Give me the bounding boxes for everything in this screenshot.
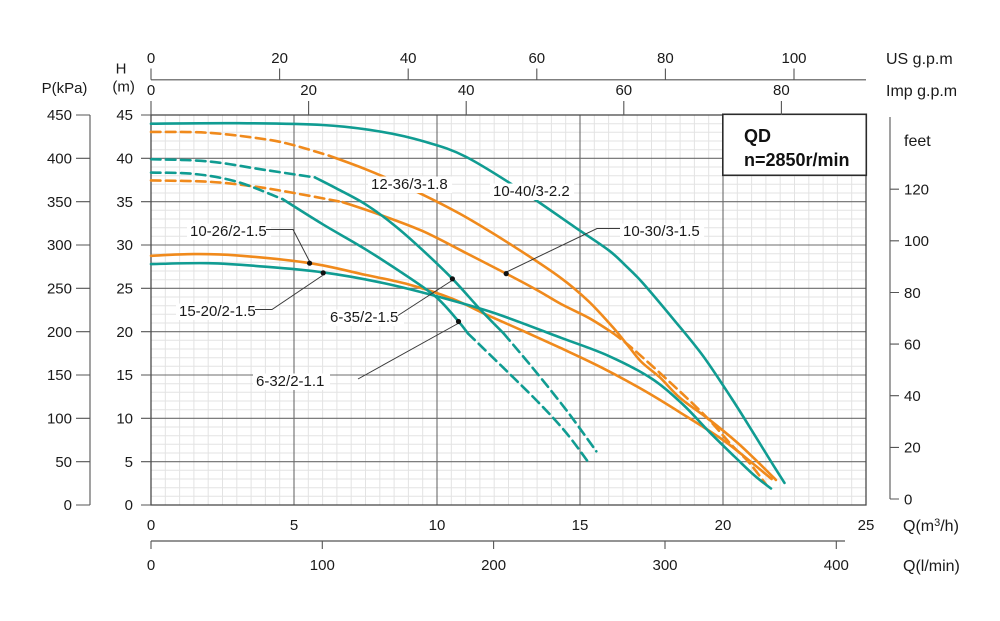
svg-text:50: 50: [55, 454, 72, 471]
svg-text:P(kPa): P(kPa): [42, 80, 88, 97]
svg-text:20: 20: [904, 440, 921, 457]
svg-text:200: 200: [481, 557, 506, 574]
svg-text:10-26/2-1.5: 10-26/2-1.5: [190, 223, 267, 240]
svg-text:60: 60: [528, 50, 545, 67]
svg-text:0: 0: [64, 497, 72, 514]
svg-text:20: 20: [715, 517, 732, 534]
svg-text:20: 20: [271, 50, 288, 67]
svg-text:40: 40: [116, 150, 133, 167]
svg-text:6-32/2-1.1: 6-32/2-1.1: [256, 373, 324, 390]
svg-text:250: 250: [47, 280, 72, 297]
svg-text:H: H: [116, 61, 127, 78]
svg-text:400: 400: [824, 557, 849, 574]
svg-text:0: 0: [147, 517, 155, 534]
svg-text:400: 400: [47, 150, 72, 167]
svg-text:40: 40: [458, 82, 475, 99]
svg-text:300: 300: [47, 237, 72, 254]
svg-text:60: 60: [615, 82, 632, 99]
svg-text:120: 120: [904, 182, 929, 199]
svg-text:5: 5: [125, 454, 133, 471]
svg-text:80: 80: [904, 285, 921, 302]
svg-text:40: 40: [400, 50, 417, 67]
svg-text:25: 25: [858, 517, 875, 534]
svg-text:350: 350: [47, 194, 72, 211]
svg-text:100: 100: [47, 410, 72, 427]
svg-text:(m): (m): [112, 79, 135, 96]
svg-text:10-40/3-2.2: 10-40/3-2.2: [493, 183, 570, 200]
svg-text:100: 100: [781, 50, 806, 67]
svg-text:80: 80: [657, 50, 674, 67]
svg-text:80: 80: [773, 82, 790, 99]
svg-text:Imp g.p.m: Imp g.p.m: [886, 83, 957, 100]
svg-text:0: 0: [147, 557, 155, 574]
svg-text:100: 100: [310, 557, 335, 574]
svg-text:12-36/3-1.8: 12-36/3-1.8: [371, 176, 448, 193]
svg-text:40: 40: [904, 388, 921, 405]
svg-text:5: 5: [290, 517, 298, 534]
svg-text:15-20/2-1.5: 15-20/2-1.5: [179, 303, 256, 320]
svg-text:6-35/2-1.5: 6-35/2-1.5: [330, 309, 398, 326]
svg-text:Q(l/min): Q(l/min): [903, 558, 960, 575]
svg-text:450: 450: [47, 107, 72, 124]
svg-text:20: 20: [300, 82, 317, 99]
svg-text:10-30/3-1.5: 10-30/3-1.5: [623, 223, 700, 240]
svg-text:15: 15: [572, 517, 589, 534]
svg-text:QD: QD: [744, 126, 771, 146]
svg-text:n=2850r/min: n=2850r/min: [744, 150, 850, 170]
svg-text:feet: feet: [904, 133, 931, 150]
svg-text:150: 150: [47, 367, 72, 384]
svg-text:0: 0: [125, 497, 133, 514]
svg-text:10: 10: [116, 410, 133, 427]
svg-text:0: 0: [147, 82, 155, 99]
svg-text:0: 0: [904, 491, 912, 508]
svg-text:10: 10: [429, 517, 446, 534]
svg-text:20: 20: [116, 324, 133, 341]
svg-text:35: 35: [116, 194, 133, 211]
svg-text:25: 25: [116, 280, 133, 297]
svg-text:60: 60: [904, 336, 921, 353]
svg-text:Q(m3/h): Q(m3/h): [903, 517, 959, 535]
svg-text:US g.p.m: US g.p.m: [886, 51, 953, 68]
svg-text:30: 30: [116, 237, 133, 254]
svg-text:45: 45: [116, 107, 133, 124]
svg-text:200: 200: [47, 324, 72, 341]
svg-text:15: 15: [116, 367, 133, 384]
svg-text:0: 0: [147, 50, 155, 67]
svg-text:300: 300: [652, 557, 677, 574]
svg-text:100: 100: [904, 233, 929, 250]
